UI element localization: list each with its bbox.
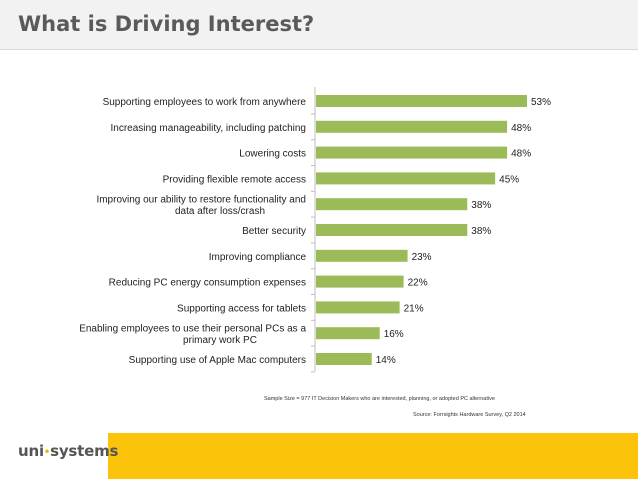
logo-text-systems: systems — [50, 442, 119, 460]
category-label-11: Supporting use of Apple Mac computers — [129, 355, 306, 366]
sample-size-note: Sample Size = 977 IT Decision Makers who… — [264, 396, 495, 402]
value-label-1: 53% — [531, 97, 551, 108]
category-label-line: Supporting access for tablets — [177, 303, 306, 314]
category-label-line: Providing flexible remote access — [163, 174, 306, 185]
category-label-8: Reducing PC energy consumption expenses — [109, 278, 306, 289]
bar-11 — [316, 353, 372, 365]
category-label-line: Supporting use of Apple Mac computers — [129, 355, 306, 366]
category-label-line: Enabling employees to use their personal… — [79, 323, 306, 334]
bar-6 — [316, 224, 468, 236]
bar-3 — [316, 146, 508, 159]
value-label-11: 14% — [376, 355, 396, 366]
category-label-line: Better security — [242, 226, 306, 237]
value-label-3: 48% — [511, 149, 531, 160]
title-bar: What is Driving Interest? — [0, 0, 638, 50]
category-label-line: Improving compliance — [209, 252, 307, 263]
source-note: Source: Forrsights Hardware Survey, Q2 2… — [413, 412, 526, 418]
bar-9 — [316, 301, 400, 314]
company-logo: uni•systems — [18, 442, 118, 460]
category-label-2: Increasing manageability, including patc… — [111, 123, 307, 134]
logo-text-uni: uni — [18, 442, 44, 460]
category-label-line: Increasing manageability, including patc… — [111, 123, 307, 134]
footer-accent-band — [108, 433, 638, 479]
value-label-9: 21% — [404, 303, 424, 314]
category-label-line: data after loss/crash — [175, 206, 265, 217]
category-label-line: Reducing PC energy consumption expenses — [109, 278, 306, 289]
category-label-5: Improving our ability to restore functio… — [96, 194, 306, 217]
bar-5 — [316, 198, 468, 211]
category-label-9: Supporting access for tablets — [177, 303, 306, 314]
value-label-10: 16% — [384, 329, 404, 340]
bar-4 — [316, 172, 496, 185]
value-label-2: 48% — [511, 123, 531, 134]
bar-8 — [316, 275, 404, 288]
value-label-6: 38% — [471, 226, 491, 237]
bar-1 — [316, 95, 527, 107]
bar-2 — [316, 120, 508, 133]
category-label-6: Better security — [242, 226, 306, 237]
logo-dot: • — [43, 447, 51, 458]
page-title: What is Driving Interest? — [18, 12, 315, 36]
category-label-line: primary work PC — [183, 335, 257, 346]
category-label-line: Improving our ability to restore functio… — [96, 194, 306, 205]
category-label-line: Lowering costs — [239, 149, 306, 160]
category-label-4: Providing flexible remote access — [163, 174, 306, 185]
bar-7 — [316, 249, 408, 262]
value-label-5: 38% — [471, 200, 491, 211]
value-label-7: 23% — [412, 252, 432, 263]
category-label-line: Supporting employees to work from anywhe… — [103, 97, 307, 108]
value-label-8: 22% — [408, 278, 428, 289]
category-label-1: Supporting employees to work from anywhe… — [103, 97, 307, 108]
category-label-10: Enabling employees to use their personal… — [79, 323, 306, 346]
value-label-4: 45% — [499, 174, 519, 185]
category-label-3: Lowering costs — [239, 149, 306, 160]
bar-10 — [316, 327, 380, 340]
category-label-7: Improving compliance — [209, 252, 307, 263]
